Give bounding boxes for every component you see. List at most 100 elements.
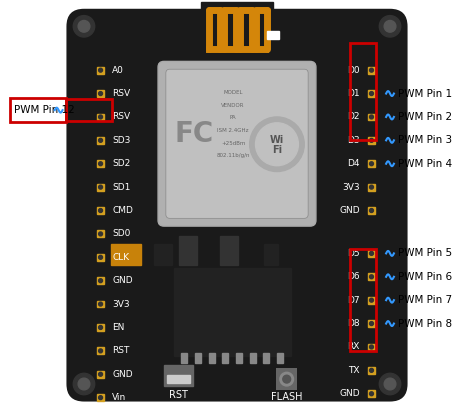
Bar	[222, 353, 228, 362]
FancyBboxPatch shape	[166, 69, 308, 218]
Bar	[173, 268, 291, 356]
Circle shape	[99, 349, 102, 353]
Circle shape	[370, 185, 374, 189]
Bar	[277, 353, 283, 362]
Circle shape	[99, 326, 102, 329]
Bar	[250, 353, 255, 362]
Text: SD1: SD1	[112, 183, 131, 192]
Bar	[164, 365, 193, 386]
Text: D2: D2	[347, 113, 360, 121]
Bar	[180, 236, 197, 265]
Text: D7: D7	[347, 296, 360, 304]
Bar	[368, 184, 375, 191]
Text: EN: EN	[112, 323, 125, 332]
Text: D4: D4	[347, 159, 360, 168]
Bar	[368, 367, 375, 374]
Text: D8: D8	[347, 319, 360, 328]
Circle shape	[99, 209, 102, 213]
Circle shape	[280, 372, 293, 386]
Text: PWM Pin 2: PWM Pin 2	[398, 112, 452, 122]
Circle shape	[78, 21, 90, 32]
Circle shape	[370, 92, 374, 95]
Circle shape	[370, 252, 374, 255]
Bar	[66, 100, 112, 121]
Text: D0: D0	[347, 66, 360, 75]
Text: 802.11b/g/n: 802.11b/g/n	[216, 153, 250, 158]
Text: PWM Pin 5: PWM Pin 5	[398, 248, 452, 258]
Text: FLASH: FLASH	[271, 392, 302, 402]
Bar	[368, 414, 375, 420]
Text: ISM 2.4GHz: ISM 2.4GHz	[218, 128, 249, 133]
Circle shape	[73, 373, 95, 395]
Bar	[236, 353, 242, 362]
Circle shape	[379, 16, 401, 37]
Text: PWM Pin 7: PWM Pin 7	[398, 295, 452, 305]
Text: FC: FC	[174, 121, 214, 149]
Text: SD2: SD2	[112, 159, 130, 168]
FancyBboxPatch shape	[158, 61, 316, 226]
Circle shape	[99, 185, 102, 189]
Bar	[111, 244, 140, 265]
Circle shape	[99, 162, 102, 165]
Text: SD0: SD0	[112, 229, 131, 239]
Bar	[276, 368, 297, 390]
Bar	[97, 394, 104, 401]
Bar	[97, 371, 104, 378]
Text: Fi: Fi	[272, 145, 282, 155]
Bar	[97, 277, 104, 284]
Circle shape	[99, 279, 102, 283]
Circle shape	[99, 372, 102, 376]
Bar	[182, 353, 187, 362]
Text: CMD: CMD	[112, 206, 133, 215]
Circle shape	[370, 415, 374, 419]
Bar	[201, 2, 273, 49]
Circle shape	[99, 232, 102, 236]
Circle shape	[384, 378, 396, 390]
Text: A0: A0	[112, 66, 124, 75]
Circle shape	[99, 68, 102, 72]
Circle shape	[250, 117, 304, 171]
Text: RST: RST	[112, 346, 129, 355]
Circle shape	[370, 322, 374, 326]
Text: PWM Pin 3: PWM Pin 3	[398, 135, 452, 145]
Circle shape	[99, 396, 102, 399]
Circle shape	[99, 255, 102, 259]
Bar	[267, 31, 279, 39]
Bar	[350, 249, 376, 351]
Text: PWM Pin 6: PWM Pin 6	[398, 272, 452, 282]
Bar	[97, 67, 104, 74]
Text: VENDOR: VENDOR	[221, 103, 245, 108]
Text: RSV: RSV	[112, 113, 130, 121]
Circle shape	[255, 123, 299, 165]
Bar	[209, 353, 215, 362]
Text: PA: PA	[230, 116, 237, 121]
Text: GND: GND	[112, 370, 133, 379]
Bar	[97, 231, 104, 237]
Text: RSV: RSV	[112, 89, 130, 98]
Text: Vin: Vin	[112, 393, 127, 402]
Circle shape	[78, 378, 90, 390]
Text: PWM Pin 4: PWM Pin 4	[398, 159, 452, 169]
Circle shape	[370, 392, 374, 396]
Circle shape	[73, 16, 95, 37]
Circle shape	[370, 68, 374, 72]
Circle shape	[99, 92, 102, 95]
Text: D3: D3	[347, 136, 360, 145]
Bar	[97, 113, 104, 121]
Text: Wi: Wi	[270, 135, 284, 145]
Bar	[97, 137, 104, 144]
Bar	[368, 344, 375, 350]
Bar	[368, 207, 375, 214]
Circle shape	[99, 139, 102, 142]
Bar	[97, 90, 104, 97]
Bar	[167, 375, 190, 383]
Bar	[195, 353, 201, 362]
Text: CLK: CLK	[112, 253, 129, 262]
Bar	[368, 320, 375, 327]
Bar	[368, 90, 375, 97]
Bar	[368, 297, 375, 304]
Text: +25dBm: +25dBm	[221, 141, 245, 146]
Bar	[220, 236, 238, 265]
Text: PWM Pin 12: PWM Pin 12	[14, 105, 74, 115]
Bar	[97, 184, 104, 191]
